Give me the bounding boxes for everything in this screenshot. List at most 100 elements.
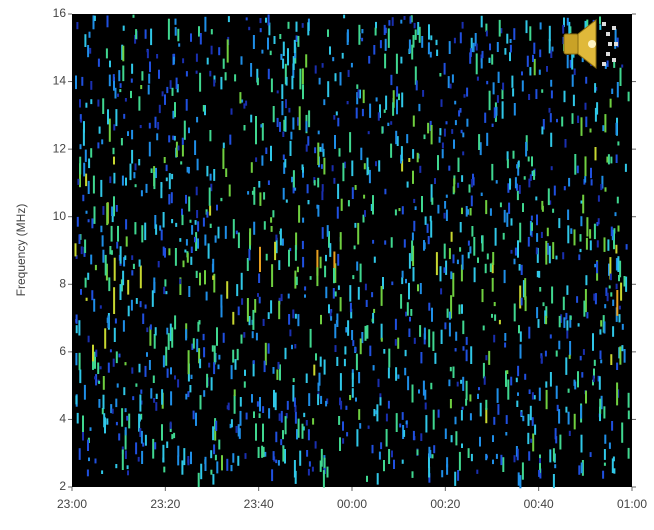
signal-streak [369, 170, 371, 183]
signal-streak [102, 206, 104, 215]
signal-streak [315, 353, 317, 360]
signal-streak [607, 293, 609, 302]
signal-streak [226, 281, 228, 299]
signal-streak [161, 424, 163, 440]
signal-streak [453, 367, 455, 379]
signal-streak [294, 344, 296, 349]
signal-streak [506, 213, 508, 227]
signal-streak [231, 465, 233, 471]
signal-streak [563, 297, 565, 310]
signal-streak [131, 367, 133, 373]
signal-streak [333, 288, 335, 299]
signal-streak [125, 427, 127, 435]
signal-streak [182, 58, 184, 63]
signal-streak [396, 99, 398, 114]
signal-streak [604, 321, 606, 333]
signal-streak [255, 157, 257, 162]
signal-streak [113, 124, 115, 130]
signal-streak [502, 89, 504, 99]
signal-streak [375, 161, 377, 166]
signal-streak [116, 422, 118, 425]
signal-streak [466, 337, 468, 345]
signal-streak [492, 435, 494, 442]
signal-streak [100, 305, 102, 308]
signal-streak [519, 264, 521, 271]
signal-streak [199, 73, 201, 92]
signal-streak [549, 108, 551, 113]
signal-streak [120, 246, 122, 264]
signal-streak [368, 56, 370, 64]
signal-streak [125, 178, 127, 186]
signal-streak [453, 178, 455, 192]
signal-streak [462, 407, 464, 410]
signal-streak [123, 387, 125, 395]
signal-streak [372, 445, 374, 453]
signal-streak [273, 106, 275, 122]
signal-streak [366, 325, 368, 339]
signal-streak [121, 138, 123, 145]
signal-streak [177, 456, 179, 466]
signal-streak [309, 461, 311, 466]
signal-streak [602, 471, 604, 479]
signal-streak [550, 372, 552, 387]
signal-streak [94, 206, 96, 224]
signal-streak [517, 240, 519, 257]
signal-streak [340, 72, 342, 85]
signal-streak [317, 143, 319, 165]
signal-streak [562, 25, 564, 34]
signal-streak [337, 184, 339, 199]
signal-streak [522, 80, 524, 91]
signal-streak [190, 257, 192, 265]
y-tick-label: 6 [59, 344, 66, 358]
signal-streak [349, 395, 351, 400]
signal-streak [578, 323, 580, 326]
signal-streak [549, 449, 551, 462]
signal-streak [422, 90, 424, 97]
signal-streak [114, 258, 116, 281]
signal-streak [363, 90, 365, 103]
signal-streak [223, 59, 225, 69]
signal-streak [419, 27, 421, 43]
signal-streak [561, 117, 563, 127]
signal-streak [164, 94, 166, 105]
signal-streak [140, 390, 142, 394]
signal-streak [366, 300, 368, 307]
signal-streak [209, 206, 211, 216]
signal-streak [449, 312, 451, 320]
signal-streak [568, 412, 570, 425]
signal-streak [310, 329, 312, 348]
signal-streak [384, 109, 386, 113]
signal-streak [395, 209, 397, 215]
signal-streak [102, 98, 104, 114]
signal-streak [409, 253, 411, 269]
signal-streak [425, 403, 427, 410]
signal-streak [616, 123, 618, 135]
signal-streak [215, 235, 217, 242]
signal-streak [365, 284, 367, 291]
signal-streak [621, 65, 623, 68]
signal-streak [524, 374, 526, 380]
signal-streak [402, 271, 404, 278]
signal-streak [131, 130, 133, 139]
signal-streak [423, 381, 425, 396]
signal-streak [441, 470, 443, 477]
signal-streak [357, 223, 359, 245]
signal-streak [307, 136, 309, 146]
signal-streak [517, 392, 519, 396]
signal-streak [622, 324, 624, 330]
signal-streak [130, 91, 132, 98]
signal-streak [564, 91, 566, 103]
signal-streak [88, 181, 90, 194]
signal-streak [568, 178, 570, 187]
signal-streak [189, 385, 191, 392]
signal-streak [203, 218, 205, 227]
signal-streak [495, 228, 497, 246]
signal-streak [418, 104, 420, 111]
signal-streak [325, 255, 327, 261]
signal-streak [117, 383, 119, 387]
signal-streak [566, 331, 568, 339]
signal-streak [540, 22, 542, 29]
signal-streak [330, 316, 332, 321]
signal-streak [616, 155, 618, 164]
signal-streak [406, 421, 408, 425]
